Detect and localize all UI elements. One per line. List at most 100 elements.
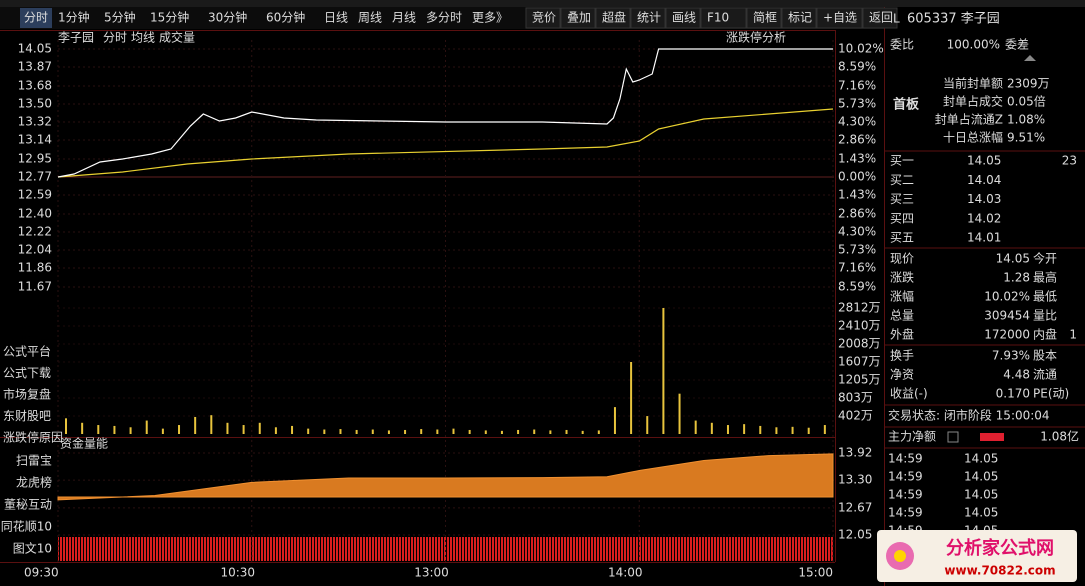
- tool-button-bg[interactable]: [595, 7, 631, 29]
- side-link[interactable]: 东财股吧: [3, 409, 51, 423]
- tool-button-bg[interactable]: [665, 7, 701, 29]
- tool-button[interactable]: 简框: [753, 11, 777, 25]
- volume-bar: [646, 416, 649, 434]
- period-tab[interactable]: 15分钟: [150, 10, 189, 25]
- period-tab[interactable]: 日线: [324, 11, 348, 25]
- watermark-url: www.70822.com: [944, 564, 1055, 578]
- quote-label: 现价: [890, 252, 914, 266]
- tool-button[interactable]: 统计: [637, 11, 661, 25]
- quote-value: 1.28: [1003, 271, 1030, 285]
- flow-link[interactable]: 同花顺10: [1, 519, 52, 534]
- period-tab[interactable]: 分时: [24, 11, 48, 25]
- arrow-icon[interactable]: [1024, 55, 1036, 61]
- tool-button-bg[interactable]: [862, 7, 898, 29]
- quote-label: 内盘: [1033, 327, 1057, 342]
- side-link[interactable]: 公式平台: [3, 344, 51, 359]
- tool-button[interactable]: 标记: [788, 11, 812, 25]
- volume-tick-label: 803万: [838, 391, 873, 405]
- pct-tick-label: 0.00%: [838, 170, 876, 184]
- tool-button-bg[interactable]: [700, 7, 747, 29]
- pct-tick-label: 10.02%: [838, 42, 884, 56]
- period-tab[interactable]: 更多》: [472, 11, 508, 25]
- pct-tick-label: 5.73%: [838, 97, 876, 111]
- quote-label: 股本: [1033, 349, 1057, 363]
- tool-button[interactable]: 返回: [869, 11, 893, 25]
- avg-line: [57, 108, 834, 178]
- time-tick-label: 13:00: [414, 566, 449, 580]
- volume-bar: [549, 430, 552, 434]
- pct-tick-label: 8.59%: [838, 60, 876, 74]
- trade-price: 14.05: [964, 506, 998, 520]
- active-tab[interactable]: [20, 8, 52, 28]
- flow-link[interactable]: 图文10: [13, 541, 52, 556]
- flow-tick-label: 13.92: [838, 446, 872, 460]
- period-tab[interactable]: 5分钟: [104, 10, 136, 25]
- tool-button-bg[interactable]: [781, 7, 817, 29]
- side-link[interactable]: 公式下载: [3, 366, 51, 380]
- volume-bar: [387, 430, 390, 434]
- period-tab[interactable]: 30分钟: [208, 10, 247, 25]
- period-tab[interactable]: 月线: [392, 11, 416, 25]
- pct-tick-label: 2.86%: [838, 133, 876, 147]
- volume-bar: [129, 427, 132, 434]
- price-tick-label: 11.67: [18, 280, 52, 294]
- quote-label: 量比: [1033, 309, 1057, 323]
- bid-label: 买四: [890, 211, 914, 225]
- tool-button-bg[interactable]: [630, 7, 666, 29]
- tool-button-bg[interactable]: [525, 7, 561, 29]
- ratio-value: 100.00%: [947, 38, 1000, 52]
- volume-bar: [823, 425, 826, 434]
- ratio-diff: 委差: [1005, 38, 1029, 52]
- tool-button-bg[interactable]: [816, 7, 863, 29]
- bid-label: 买二: [890, 173, 914, 187]
- period-tab[interactable]: 60分钟: [266, 10, 305, 25]
- period-tab[interactable]: 多分时: [426, 11, 462, 25]
- price-tick-label: 13.14: [18, 133, 52, 147]
- pct-tick-label: 4.30%: [838, 225, 876, 239]
- divider: [884, 7, 885, 586]
- flow-link[interactable]: 董秘互动: [4, 498, 52, 512]
- tool-button[interactable]: 竞价: [532, 11, 556, 25]
- side-link[interactable]: 市场复盘: [3, 387, 51, 402]
- price-tick-label: 12.22: [18, 225, 52, 239]
- volume-bar: [274, 427, 277, 434]
- volume-bar: [807, 427, 810, 434]
- side-link[interactable]: 涨跌停原因: [3, 430, 63, 445]
- bid-label: 买五: [890, 231, 914, 245]
- time-tick-label: 10:30: [220, 566, 255, 580]
- quote-label: PE(动): [1033, 387, 1069, 401]
- net-icon: [947, 431, 959, 443]
- volume-bar: [242, 425, 245, 434]
- tool-button[interactable]: F10: [707, 11, 729, 25]
- tool-button-bg[interactable]: [746, 7, 782, 29]
- flow-link[interactable]: 龙虎榜: [16, 475, 52, 490]
- avg-label: 均线: [131, 31, 155, 45]
- analysis-button[interactable]: 涨跌停分析: [726, 30, 786, 45]
- bid-price: 14.01: [967, 231, 1001, 245]
- period-tab[interactable]: 1分钟: [58, 10, 90, 25]
- stock-name: 李子园: [58, 30, 94, 45]
- volume-bar: [533, 429, 536, 434]
- period-tab[interactable]: 周线: [358, 11, 382, 25]
- quote-value: 172000: [984, 328, 1030, 342]
- quote-value: 4.48: [1003, 368, 1030, 382]
- flow-link[interactable]: 扫雷宝: [16, 454, 52, 468]
- tool-button[interactable]: 画线: [672, 11, 696, 25]
- volume-bar: [258, 422, 261, 434]
- volume-tick-label: 2410万: [838, 319, 881, 333]
- volume-bar: [662, 308, 665, 434]
- quote-label: 收益(-): [890, 387, 928, 401]
- tool-button[interactable]: 叠加: [567, 11, 591, 25]
- tool-button-bg[interactable]: [560, 7, 596, 29]
- volume-bar: [484, 430, 487, 434]
- quote-label: 换手: [890, 349, 914, 363]
- quote-value: 0.170: [996, 387, 1030, 401]
- tool-button[interactable]: 超盘: [602, 10, 626, 25]
- watermark-box: [877, 530, 1077, 582]
- volume-bar: [404, 429, 407, 434]
- seal-label: 当前封单额: [943, 76, 1003, 91]
- tool-button[interactable]: +自选: [823, 11, 857, 25]
- volume-tick-label: 1205万: [838, 373, 881, 387]
- volume-bar: [613, 407, 616, 434]
- net-value: 1.08亿: [1040, 429, 1079, 444]
